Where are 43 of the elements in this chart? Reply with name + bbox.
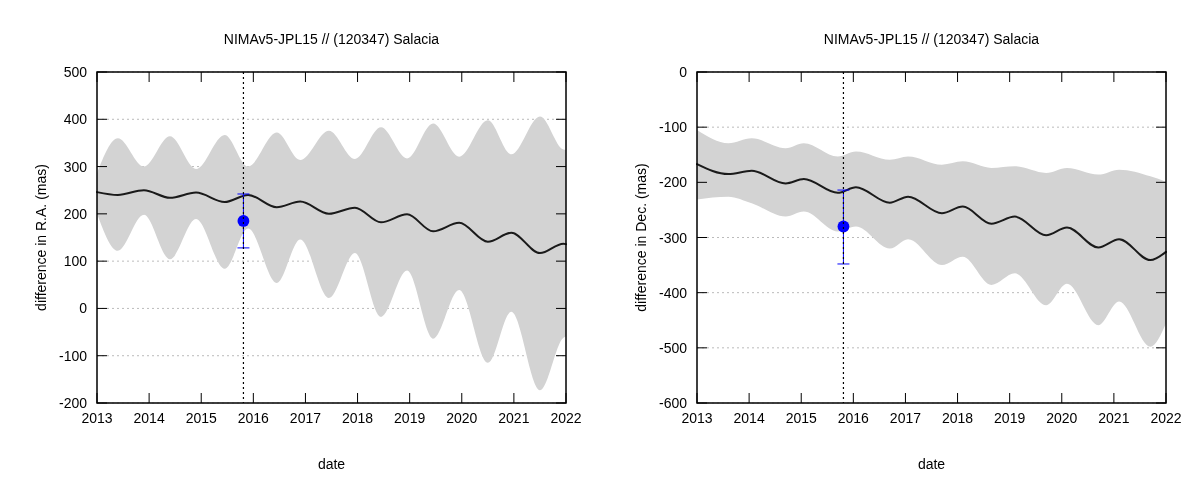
x-tick-label: 2018 <box>341 410 374 426</box>
y-tick-label: -400 <box>658 284 688 301</box>
y-tick-label: -100 <box>658 119 688 136</box>
x-tick-label: 2016 <box>237 410 270 426</box>
y-tick-label: -600 <box>658 395 688 411</box>
y-tick-label: -500 <box>658 339 688 356</box>
x-tick-label: 2013 <box>681 410 713 426</box>
y-axis-title: difference in Dec. (mas) <box>633 163 649 312</box>
y-tick-label: -200 <box>58 395 88 411</box>
x-tick-label: 2014 <box>733 410 765 426</box>
x-tick-label: 2013 <box>81 410 113 426</box>
x-tick-label: 2019 <box>394 410 426 426</box>
x-tick-label: 2022 <box>550 410 582 426</box>
y-axis-title: difference in R.A. (mas) <box>33 164 49 311</box>
y-tick-label: 0 <box>679 64 688 80</box>
y-tick-label: 200 <box>63 205 88 222</box>
x-axis-title: date <box>317 456 346 472</box>
x-tick-label: 2021 <box>1098 410 1130 426</box>
x-tick-label: 2020 <box>446 410 478 426</box>
y-tick-label: 0 <box>79 300 88 317</box>
x-tick-label: 2022 <box>1150 410 1182 426</box>
x-tick-label: 2015 <box>785 410 817 426</box>
y-tick-label: 400 <box>63 111 88 128</box>
x-tick-label: 2019 <box>994 410 1026 426</box>
y-tick-label: -200 <box>658 174 688 191</box>
y-tick-label: 300 <box>63 158 88 175</box>
line-series <box>96 189 567 255</box>
x-axis-title: date <box>917 456 946 472</box>
x-tick-label: 2017 <box>289 410 322 426</box>
x-tick-label: 2020 <box>1046 410 1078 426</box>
x-tick-label: 2016 <box>837 410 870 426</box>
y-tick-label: -300 <box>658 229 688 246</box>
line-series <box>696 163 1167 262</box>
chart-title: NIMAv5-JPL15 // (120347) Salacia <box>223 31 440 47</box>
x-tick-label: 2018 <box>941 410 974 426</box>
y-tick-label: 500 <box>63 64 88 80</box>
x-tick-label: 2015 <box>185 410 217 426</box>
x-tick-label: 2017 <box>889 410 922 426</box>
chart-title: NIMAv5-JPL15 // (120347) Salacia <box>823 31 1040 47</box>
x-tick-label: 2021 <box>498 410 530 426</box>
x-tick-label: 2014 <box>133 410 165 426</box>
y-tick-label: 100 <box>63 253 88 270</box>
y-tick-label: -100 <box>58 347 88 364</box>
